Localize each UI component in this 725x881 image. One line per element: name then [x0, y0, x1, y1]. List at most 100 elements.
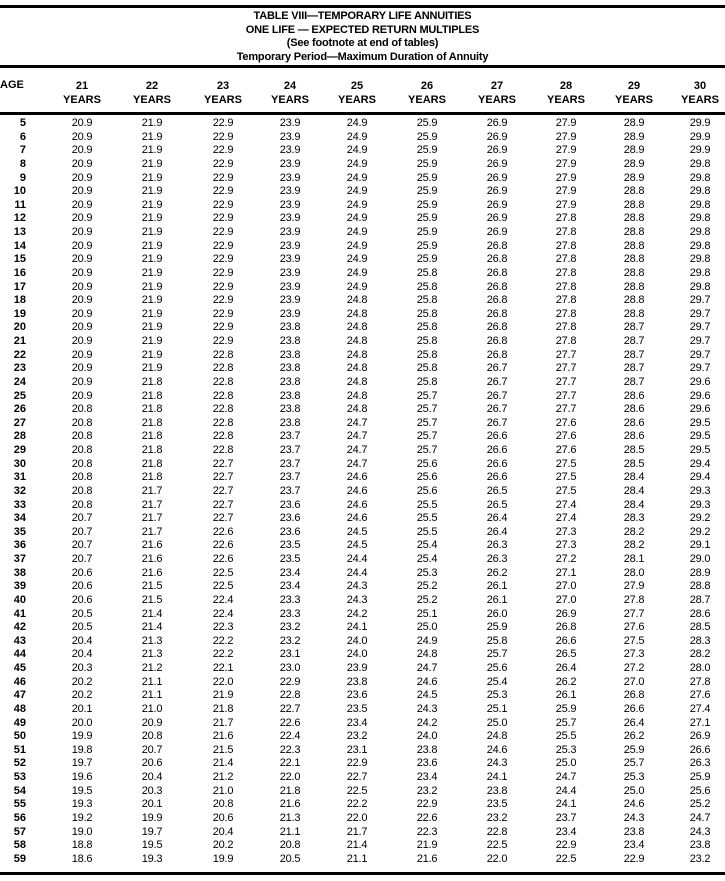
table-row: 23 20.9 21.9 22.8 23.8 24.8 25.8 26.7 27.7 28.7 29… — [0, 362, 725, 376]
multiple-cell: 26.8 — [486, 280, 508, 293]
table-row: 16 20.9 21.9 22.9 23.9 24.9 25.8 26.8 27.8 28.8 29… — [0, 267, 725, 281]
multiple-cell: 22.0 — [346, 811, 368, 824]
multiple-cell: 27.9 — [555, 144, 577, 157]
multiple-cell: 22.9 — [416, 798, 438, 811]
multiple-cell: 27.6 — [555, 444, 577, 456]
multiple-cell: 20.8 — [71, 457, 93, 470]
multiple-cell: 21.8 — [141, 471, 163, 484]
multiple-cell: 29.4 — [689, 471, 711, 484]
header-top-rule — [0, 65, 725, 68]
multiple-cell: 21.6 — [416, 852, 438, 865]
multiple-cell: 27.8 — [555, 294, 577, 307]
multiple-cell: 21.9 — [141, 185, 163, 198]
multiple-cell: 21.0 — [212, 784, 234, 797]
age-cell: 38 — [13, 566, 26, 579]
multiple-cell: 24.9 — [346, 171, 368, 184]
multiple-cell: 25.7 — [555, 716, 577, 729]
multiple-cell: 22.7 — [212, 471, 234, 484]
multiple-cell: 21.8 — [141, 389, 163, 402]
multiple-cell: 20.9 — [71, 144, 93, 157]
multiple-cell: 25.5 — [416, 512, 438, 525]
multiple-cell: 20.8 — [71, 471, 93, 484]
multiple-cell: 25.9 — [623, 743, 645, 756]
table-row: 58 18.8 19.5 20.2 20.8 21.4 21.9 22.5 22.9 23.4 23… — [0, 839, 725, 853]
multiple-cell: 21.6 — [141, 539, 163, 552]
multiple-cell: 25.8 — [416, 294, 438, 307]
multiple-cell: 25.9 — [416, 198, 438, 211]
multiple-cell: 22.9 — [212, 307, 234, 320]
multiple-cell: 23.7 — [279, 444, 301, 456]
multiple-cell: 22.9 — [212, 226, 234, 238]
multiple-cell: 28.6 — [623, 403, 645, 416]
multiple-cell: 25.7 — [416, 430, 438, 443]
age-cell: 39 — [13, 580, 26, 593]
multiple-cell: 24.9 — [346, 130, 368, 143]
table-row: 15 20.9 21.9 22.9 23.9 24.9 25.9 26.8 27.8 28.8 29… — [0, 253, 725, 267]
table-row: 36 20.7 21.6 22.6 23.5 24.5 25.4 26.3 27.3 28.2 29… — [0, 539, 725, 553]
multiple-cell: 23.2 — [689, 852, 711, 865]
table-row: 8 20.9 21.9 22.9 23.9 24.9 25.9 26.9 27.9 28.9 29.… — [0, 158, 725, 172]
multiple-cell: 24.8 — [346, 294, 368, 307]
multiple-cell: 26.9 — [486, 198, 508, 211]
multiple-cell: 28.8 — [689, 580, 711, 593]
multiple-cell: 26.9 — [486, 144, 508, 157]
multiple-cell: 21.9 — [141, 117, 163, 129]
multiple-cell: 26.9 — [486, 130, 508, 143]
multiple-cell: 26.2 — [623, 730, 645, 743]
multiple-cell: 29.8 — [689, 185, 711, 198]
column-header-22-years: 22 YEARS — [122, 79, 182, 107]
multiple-cell: 21.3 — [141, 648, 163, 661]
title-line-2: ONE LIFE — EXPECTED RETURN MULTIPLES — [245, 23, 480, 36]
multiple-cell: 23.4 — [279, 566, 301, 579]
multiple-cell: 23.6 — [279, 512, 301, 525]
multiple-cell: 23.8 — [623, 825, 645, 838]
multiple-cell: 24.7 — [555, 771, 577, 783]
multiple-cell: 21.8 — [141, 457, 163, 470]
multiple-cell: 24.8 — [486, 730, 508, 743]
multiple-cell: 23.2 — [486, 811, 508, 824]
age-cell: 22 — [13, 348, 26, 361]
table-row: 5 20.9 21.9 22.9 23.9 24.9 25.9 26.9 27.9 28.9 29.… — [0, 117, 725, 131]
multiple-cell: 25.9 — [416, 117, 438, 129]
table-row: 18 20.9 21.9 22.9 23.9 24.8 25.8 26.8 27.8 28.8 29… — [0, 294, 725, 308]
multiple-cell: 26.9 — [486, 157, 508, 170]
multiple-cell: 21.4 — [141, 607, 163, 620]
multiple-cell: 27.1 — [689, 716, 711, 729]
table-row: 24 20.9 21.8 22.8 23.8 24.8 25.8 26.7 27.7 28.7 29… — [0, 376, 725, 390]
table-body: 5 20.9 21.9 22.9 23.9 24.9 25.9 26.9 27.9 28.9 29.… — [0, 117, 725, 866]
multiple-cell: 29.5 — [689, 430, 711, 443]
multiple-cell: 22.8 — [212, 348, 234, 361]
multiple-cell: 19.3 — [71, 798, 93, 811]
multiple-cell: 19.6 — [71, 771, 93, 783]
multiple-cell: 27.6 — [555, 430, 577, 443]
multiple-cell: 23.4 — [416, 771, 438, 783]
multiple-cell: 20.6 — [141, 757, 163, 770]
multiple-cell: 22.8 — [212, 362, 234, 375]
column-header-28-years: 28 YEARS — [536, 79, 596, 107]
multiple-cell: 25.9 — [555, 702, 577, 715]
multiple-cell: 19.7 — [141, 825, 163, 838]
table-row: 56 19.2 19.9 20.6 21.3 22.0 22.6 23.2 23.7 24.3 24… — [0, 812, 725, 826]
age-cell: 29 — [13, 444, 26, 456]
title-line-4: Temporary Period—Maximum Duration of Ann… — [236, 50, 489, 63]
column-header-30-years: 30 YEARS — [670, 79, 725, 107]
multiple-cell: 23.3 — [279, 607, 301, 620]
multiple-cell: 24.4 — [555, 784, 577, 797]
multiple-cell: 22.9 — [212, 198, 234, 211]
multiple-cell: 20.6 — [71, 566, 93, 579]
multiple-cell: 25.2 — [689, 798, 711, 811]
multiple-cell: 22.6 — [212, 553, 234, 565]
multiple-cell: 23.2 — [346, 730, 368, 743]
multiple-cell: 29.5 — [689, 416, 711, 429]
table-row: 42 20.5 21.4 22.3 23.2 24.1 25.0 25.9 26.8 27.6 28… — [0, 621, 725, 635]
multiple-cell: 21.1 — [141, 675, 163, 688]
multiple-cell: 19.9 — [212, 852, 234, 865]
age-cell: 17 — [13, 280, 26, 293]
multiple-cell: 24.7 — [689, 811, 711, 824]
age-cell: 32 — [13, 484, 26, 497]
multiple-cell: 28.8 — [623, 266, 645, 279]
multiple-cell: 27.9 — [555, 130, 577, 143]
multiple-cell: 20.5 — [71, 621, 93, 634]
multiple-cell: 24.8 — [346, 348, 368, 361]
multiple-cell: 23.7 — [279, 457, 301, 470]
